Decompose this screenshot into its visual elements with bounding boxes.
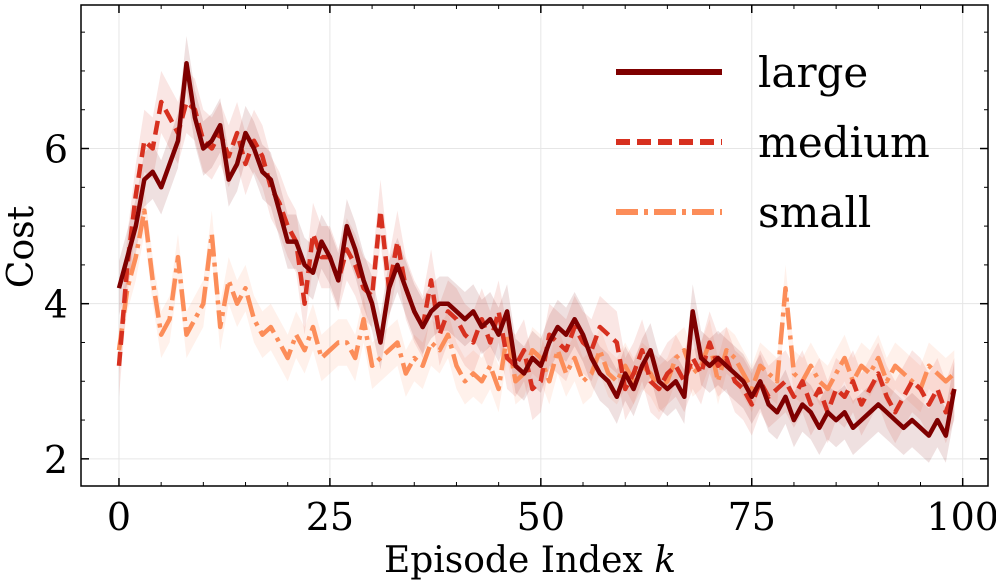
x-tick-label: 75 (728, 495, 776, 539)
y-tick-label: 2 (44, 438, 68, 482)
legend-label-large: large (758, 48, 868, 97)
legend: large medium small (616, 48, 930, 237)
series-line-small (116, 208, 956, 392)
grid (81, 5, 988, 486)
ticks: 0 25 50 75 100 2 4 6 (44, 5, 996, 539)
band-small (119, 187, 955, 413)
legend-label-small: small (758, 188, 871, 237)
band-large (119, 36, 955, 463)
legend-label-medium: medium (758, 118, 930, 167)
band-medium (119, 70, 955, 444)
y-tick-label: 6 (44, 128, 68, 172)
y-tick-label: 4 (44, 283, 68, 327)
x-tick-label: 50 (517, 495, 565, 539)
x-axis-label-text: Episode Index (384, 540, 643, 581)
x-tick-label: 25 (306, 495, 354, 539)
confidence-bands (119, 36, 955, 463)
x-tick-label: 100 (926, 495, 996, 539)
series-line-large (116, 60, 957, 438)
x-tick-label: 0 (107, 495, 131, 539)
x-axis-label-variable: k (654, 540, 676, 581)
series-lines (116, 60, 957, 438)
y-axis-label: Cost (1, 205, 42, 288)
plot-frame (80, 4, 989, 487)
x-axis-label: Episode Index k (384, 540, 676, 581)
